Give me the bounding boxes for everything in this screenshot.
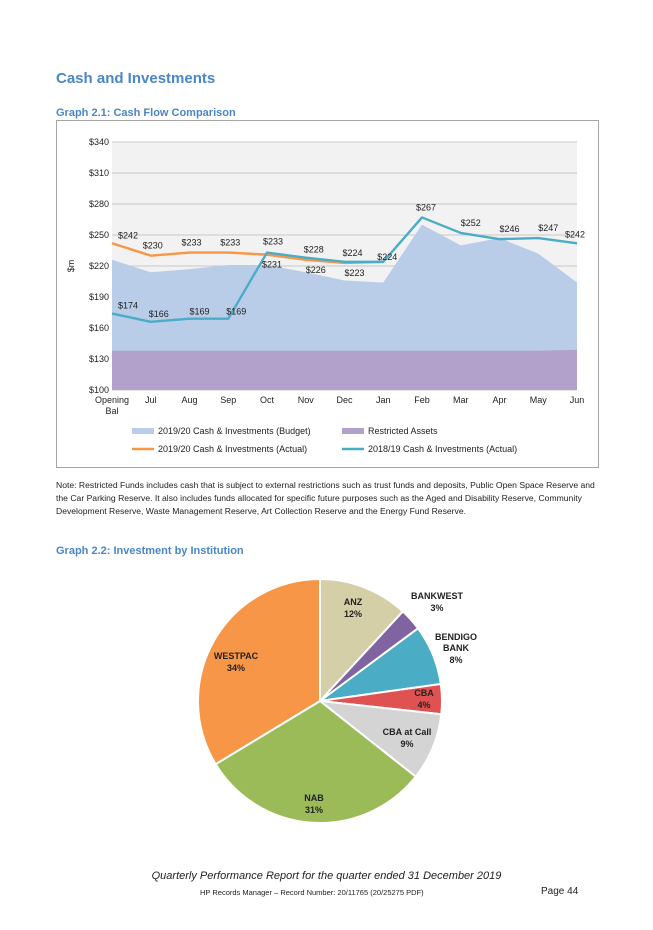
- data-label-2018-19: $169: [226, 307, 246, 317]
- legend-swatch: [132, 428, 154, 434]
- data-label-2018-19: $252: [461, 218, 481, 228]
- data-label-2018-19: $267: [416, 202, 436, 212]
- data-label-2018-19: $233: [263, 237, 283, 247]
- legend-label: 2019/20 Cash & Investments (Actual): [158, 444, 307, 454]
- x-tick-label: Apr: [492, 395, 506, 405]
- footer-record-number: HP Records Manager – Record Number: 20/1…: [200, 888, 424, 897]
- budget-area: [112, 224, 577, 390]
- data-label-2018-19: $166: [149, 309, 169, 319]
- pie-outline: [197, 578, 443, 824]
- cash-flow-chart: $100 $130 $160 $190 $220 $250 $280 $310 $340 $m $2…: [56, 120, 599, 468]
- y-tick-label: $280: [89, 199, 109, 209]
- pie-label-cba: CBA 4%: [414, 688, 434, 710]
- graph1-title: Graph 2.1: Cash Flow Comparison: [56, 107, 236, 119]
- graph2-title: Graph 2.2: Investment by Institution: [56, 545, 244, 557]
- y-tick-label: $100: [89, 385, 109, 395]
- x-tick-label: Oct: [260, 395, 275, 405]
- y-tick-label: $160: [89, 323, 109, 333]
- x-tick-label: Jun: [570, 395, 585, 405]
- y-tick-label: $250: [89, 230, 109, 240]
- data-label-2019-20: $230: [143, 241, 163, 251]
- data-label-2018-19: $174: [118, 301, 138, 311]
- pie-label-bendigo-bank: BENDIGO BANK 8%: [435, 632, 477, 665]
- data-label-2018-19: $224: [377, 252, 397, 262]
- pie-label-westpac: WESTPAC 34%: [214, 651, 259, 673]
- x-tick-label: Opening Bal: [95, 395, 129, 416]
- legend-label: 2019/20 Cash & Investments (Budget): [158, 426, 311, 436]
- data-label-2019-20: $242: [118, 230, 138, 240]
- data-label-2019-20: $226: [306, 265, 326, 275]
- y-tick-label: $340: [89, 137, 109, 147]
- footer-report-title: Quarterly Performance Report for the qua…: [151, 870, 502, 882]
- x-tick-label: Aug: [181, 395, 197, 405]
- actual-2018-19-line: [111, 216, 578, 323]
- investment-pie-chart: ANZ 12% BANKWEST 3% BENDIGO BANK 8% CBA 4% CBA at…: [197, 577, 477, 824]
- y-tick-label: $310: [89, 168, 109, 178]
- data-label-2019-20: $231: [262, 260, 282, 270]
- section-title: Cash and Investments: [56, 70, 216, 87]
- y-tick-label: $130: [89, 354, 109, 364]
- pie-label-anz: ANZ 12%: [344, 597, 363, 619]
- data-label-2018-19: $246: [499, 224, 519, 234]
- data-label-2018-19: $247: [538, 223, 558, 233]
- x-tick-label: Feb: [414, 395, 430, 405]
- data-label-2018-19: $228: [304, 245, 324, 255]
- x-tick-label: Jan: [376, 395, 391, 405]
- y-tick-label: $190: [89, 292, 109, 302]
- x-tick-label: Mar: [453, 395, 469, 405]
- data-label-2019-20: $233: [220, 238, 240, 248]
- x-tick-label: Nov: [298, 395, 315, 405]
- legend-label: Restricted Assets: [368, 426, 438, 436]
- data-label-2019-20: $223: [344, 268, 364, 278]
- page-number: Page 44: [541, 886, 579, 897]
- data-label-2018-19: $169: [189, 307, 209, 317]
- restricted-assets-area: [112, 349, 577, 390]
- restricted-funds-note: Note: Restricted Funds includes cash tha…: [56, 480, 595, 516]
- y-tick-label: $220: [89, 261, 109, 271]
- x-tick-label: Jul: [145, 395, 157, 405]
- data-label-2018-19: $224: [342, 248, 362, 258]
- pie-label-nab: NAB 31%: [304, 793, 324, 815]
- legend-swatch: [342, 428, 364, 434]
- data-label-2019-20: $233: [181, 238, 201, 248]
- legend-label: 2018/19 Cash & Investments (Actual): [368, 444, 517, 454]
- x-tick-label: Dec: [336, 395, 353, 405]
- pie-label-bankwest: BANKWEST 3%: [411, 591, 463, 613]
- x-tick-label: Sep: [220, 395, 236, 405]
- pie-label-cba-at-call: CBA at Call 9%: [383, 727, 432, 749]
- x-tick-label: May: [530, 395, 548, 405]
- data-label-2018-19: $242: [565, 229, 585, 239]
- y-axis-label: $m: [66, 260, 76, 273]
